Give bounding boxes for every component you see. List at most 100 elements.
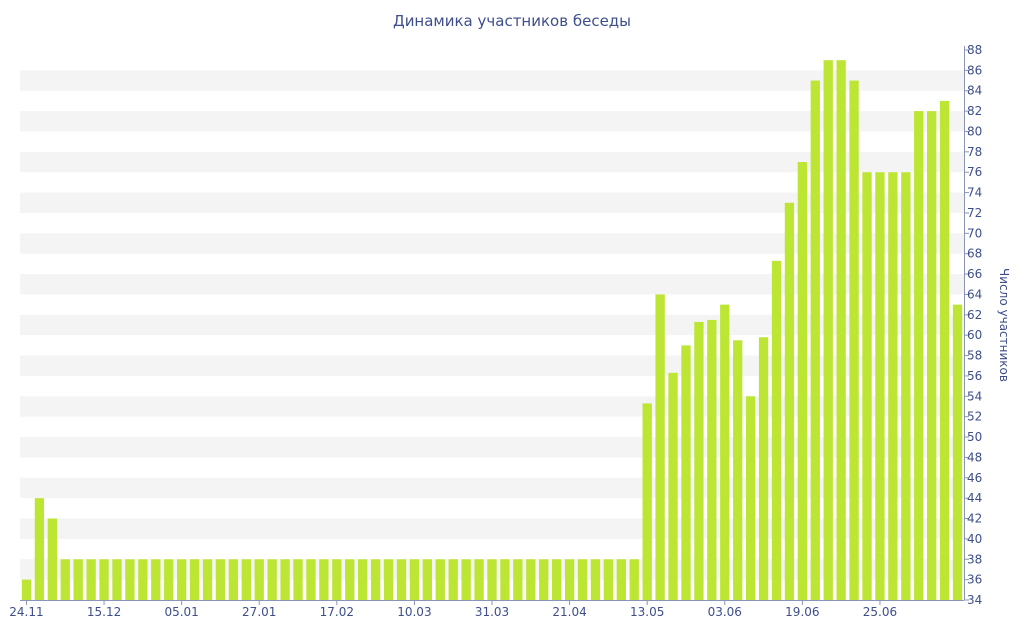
bar[interactable]: [383, 559, 394, 600]
bar[interactable]: [435, 559, 445, 600]
y-axis-title: Число участников: [997, 268, 1011, 382]
bar[interactable]: [927, 111, 937, 600]
y-tick-label: 42: [967, 512, 982, 526]
bar[interactable]: [914, 111, 924, 600]
bar[interactable]: [707, 319, 717, 600]
bar[interactable]: [280, 559, 290, 600]
y-tick-label: 66: [967, 267, 982, 281]
x-tick-label: 27.01: [242, 605, 276, 619]
grid-band: [20, 477, 964, 499]
bar[interactable]: [590, 559, 601, 600]
bar[interactable]: [603, 559, 614, 600]
grid-band: [20, 396, 964, 417]
bar[interactable]: [99, 559, 109, 600]
bar[interactable]: [176, 559, 187, 600]
bars: [21, 60, 963, 601]
y-tick-label: 88: [967, 43, 982, 57]
y-tick-label: 40: [967, 532, 982, 546]
bar[interactable]: [370, 559, 381, 600]
bar[interactable]: [836, 60, 846, 601]
bar[interactable]: [34, 498, 45, 600]
y-tick-label: 38: [967, 552, 982, 566]
y-tick-label: 48: [967, 450, 982, 464]
bar[interactable]: [681, 345, 691, 600]
bar[interactable]: [564, 559, 575, 600]
bar[interactable]: [668, 372, 678, 600]
bar[interactable]: [849, 80, 859, 601]
bar[interactable]: [164, 559, 174, 600]
x-tick-label: 17.02: [320, 605, 354, 619]
bar[interactable]: [629, 559, 639, 600]
y-tick-label: 76: [967, 165, 982, 179]
bar[interactable]: [513, 559, 523, 600]
bar[interactable]: [21, 579, 32, 600]
bar[interactable]: [487, 559, 497, 600]
bar[interactable]: [138, 559, 148, 600]
bar[interactable]: [60, 559, 70, 600]
bar[interactable]: [228, 559, 239, 600]
bar[interactable]: [642, 403, 652, 600]
bar[interactable]: [526, 559, 536, 600]
bar[interactable]: [939, 100, 950, 600]
chart-title: Динамика участников беседы: [392, 12, 632, 30]
bar[interactable]: [189, 559, 200, 600]
bar[interactable]: [577, 559, 588, 600]
bar[interactable]: [539, 559, 549, 600]
bar[interactable]: [267, 559, 277, 600]
x-tick-label: 13.05: [630, 605, 664, 619]
y-tick-label: 52: [967, 410, 982, 424]
bar[interactable]: [202, 559, 213, 600]
bar[interactable]: [125, 559, 135, 600]
y-tick-label: 44: [967, 491, 982, 505]
bar[interactable]: [784, 202, 795, 600]
bar[interactable]: [73, 559, 83, 600]
bar[interactable]: [823, 60, 833, 601]
bar[interactable]: [720, 304, 730, 600]
bar[interactable]: [215, 559, 226, 600]
bar[interactable]: [888, 172, 898, 600]
bar[interactable]: [345, 559, 355, 600]
bar[interactable]: [112, 559, 122, 600]
bar[interactable]: [733, 340, 743, 600]
bar[interactable]: [47, 518, 57, 600]
bar[interactable]: [319, 559, 329, 600]
y-tick-label: 74: [967, 186, 982, 200]
bar[interactable]: [745, 396, 756, 600]
bar[interactable]: [254, 559, 264, 600]
bar[interactable]: [422, 559, 432, 600]
x-axis: 24.11 15.12 05.01 27.01 17.02 10.03 31.03 21.04…: [9, 600, 964, 619]
bar[interactable]: [86, 559, 96, 600]
y-tick-label: 72: [967, 206, 982, 220]
bar[interactable]: [241, 559, 251, 600]
bar[interactable]: [875, 172, 885, 600]
bar[interactable]: [409, 559, 420, 600]
bar[interactable]: [862, 172, 872, 600]
bar[interactable]: [616, 559, 626, 600]
bar[interactable]: [655, 294, 665, 600]
bar[interactable]: [771, 260, 782, 600]
grid-band: [20, 274, 964, 295]
bar[interactable]: [461, 559, 471, 600]
y-tick-label: 56: [967, 369, 982, 383]
bar[interactable]: [758, 337, 769, 600]
y-tick-label: 34: [967, 593, 982, 607]
bar[interactable]: [797, 162, 808, 600]
bar[interactable]: [474, 559, 484, 600]
bar[interactable]: [952, 304, 963, 600]
bar[interactable]: [293, 559, 303, 600]
bar[interactable]: [396, 559, 407, 600]
bar[interactable]: [500, 559, 510, 600]
bar[interactable]: [694, 321, 704, 600]
bar[interactable]: [151, 559, 161, 600]
bar[interactable]: [306, 559, 316, 600]
x-tick-label: 24.11: [9, 605, 43, 619]
bar[interactable]: [448, 559, 458, 600]
bar[interactable]: [552, 559, 562, 600]
bar[interactable]: [901, 172, 911, 600]
bar[interactable]: [358, 559, 368, 600]
y-tick-label: 78: [967, 145, 982, 159]
x-tick-label: 21.04: [552, 605, 586, 619]
bar[interactable]: [810, 80, 820, 601]
bar[interactable]: [332, 559, 342, 600]
